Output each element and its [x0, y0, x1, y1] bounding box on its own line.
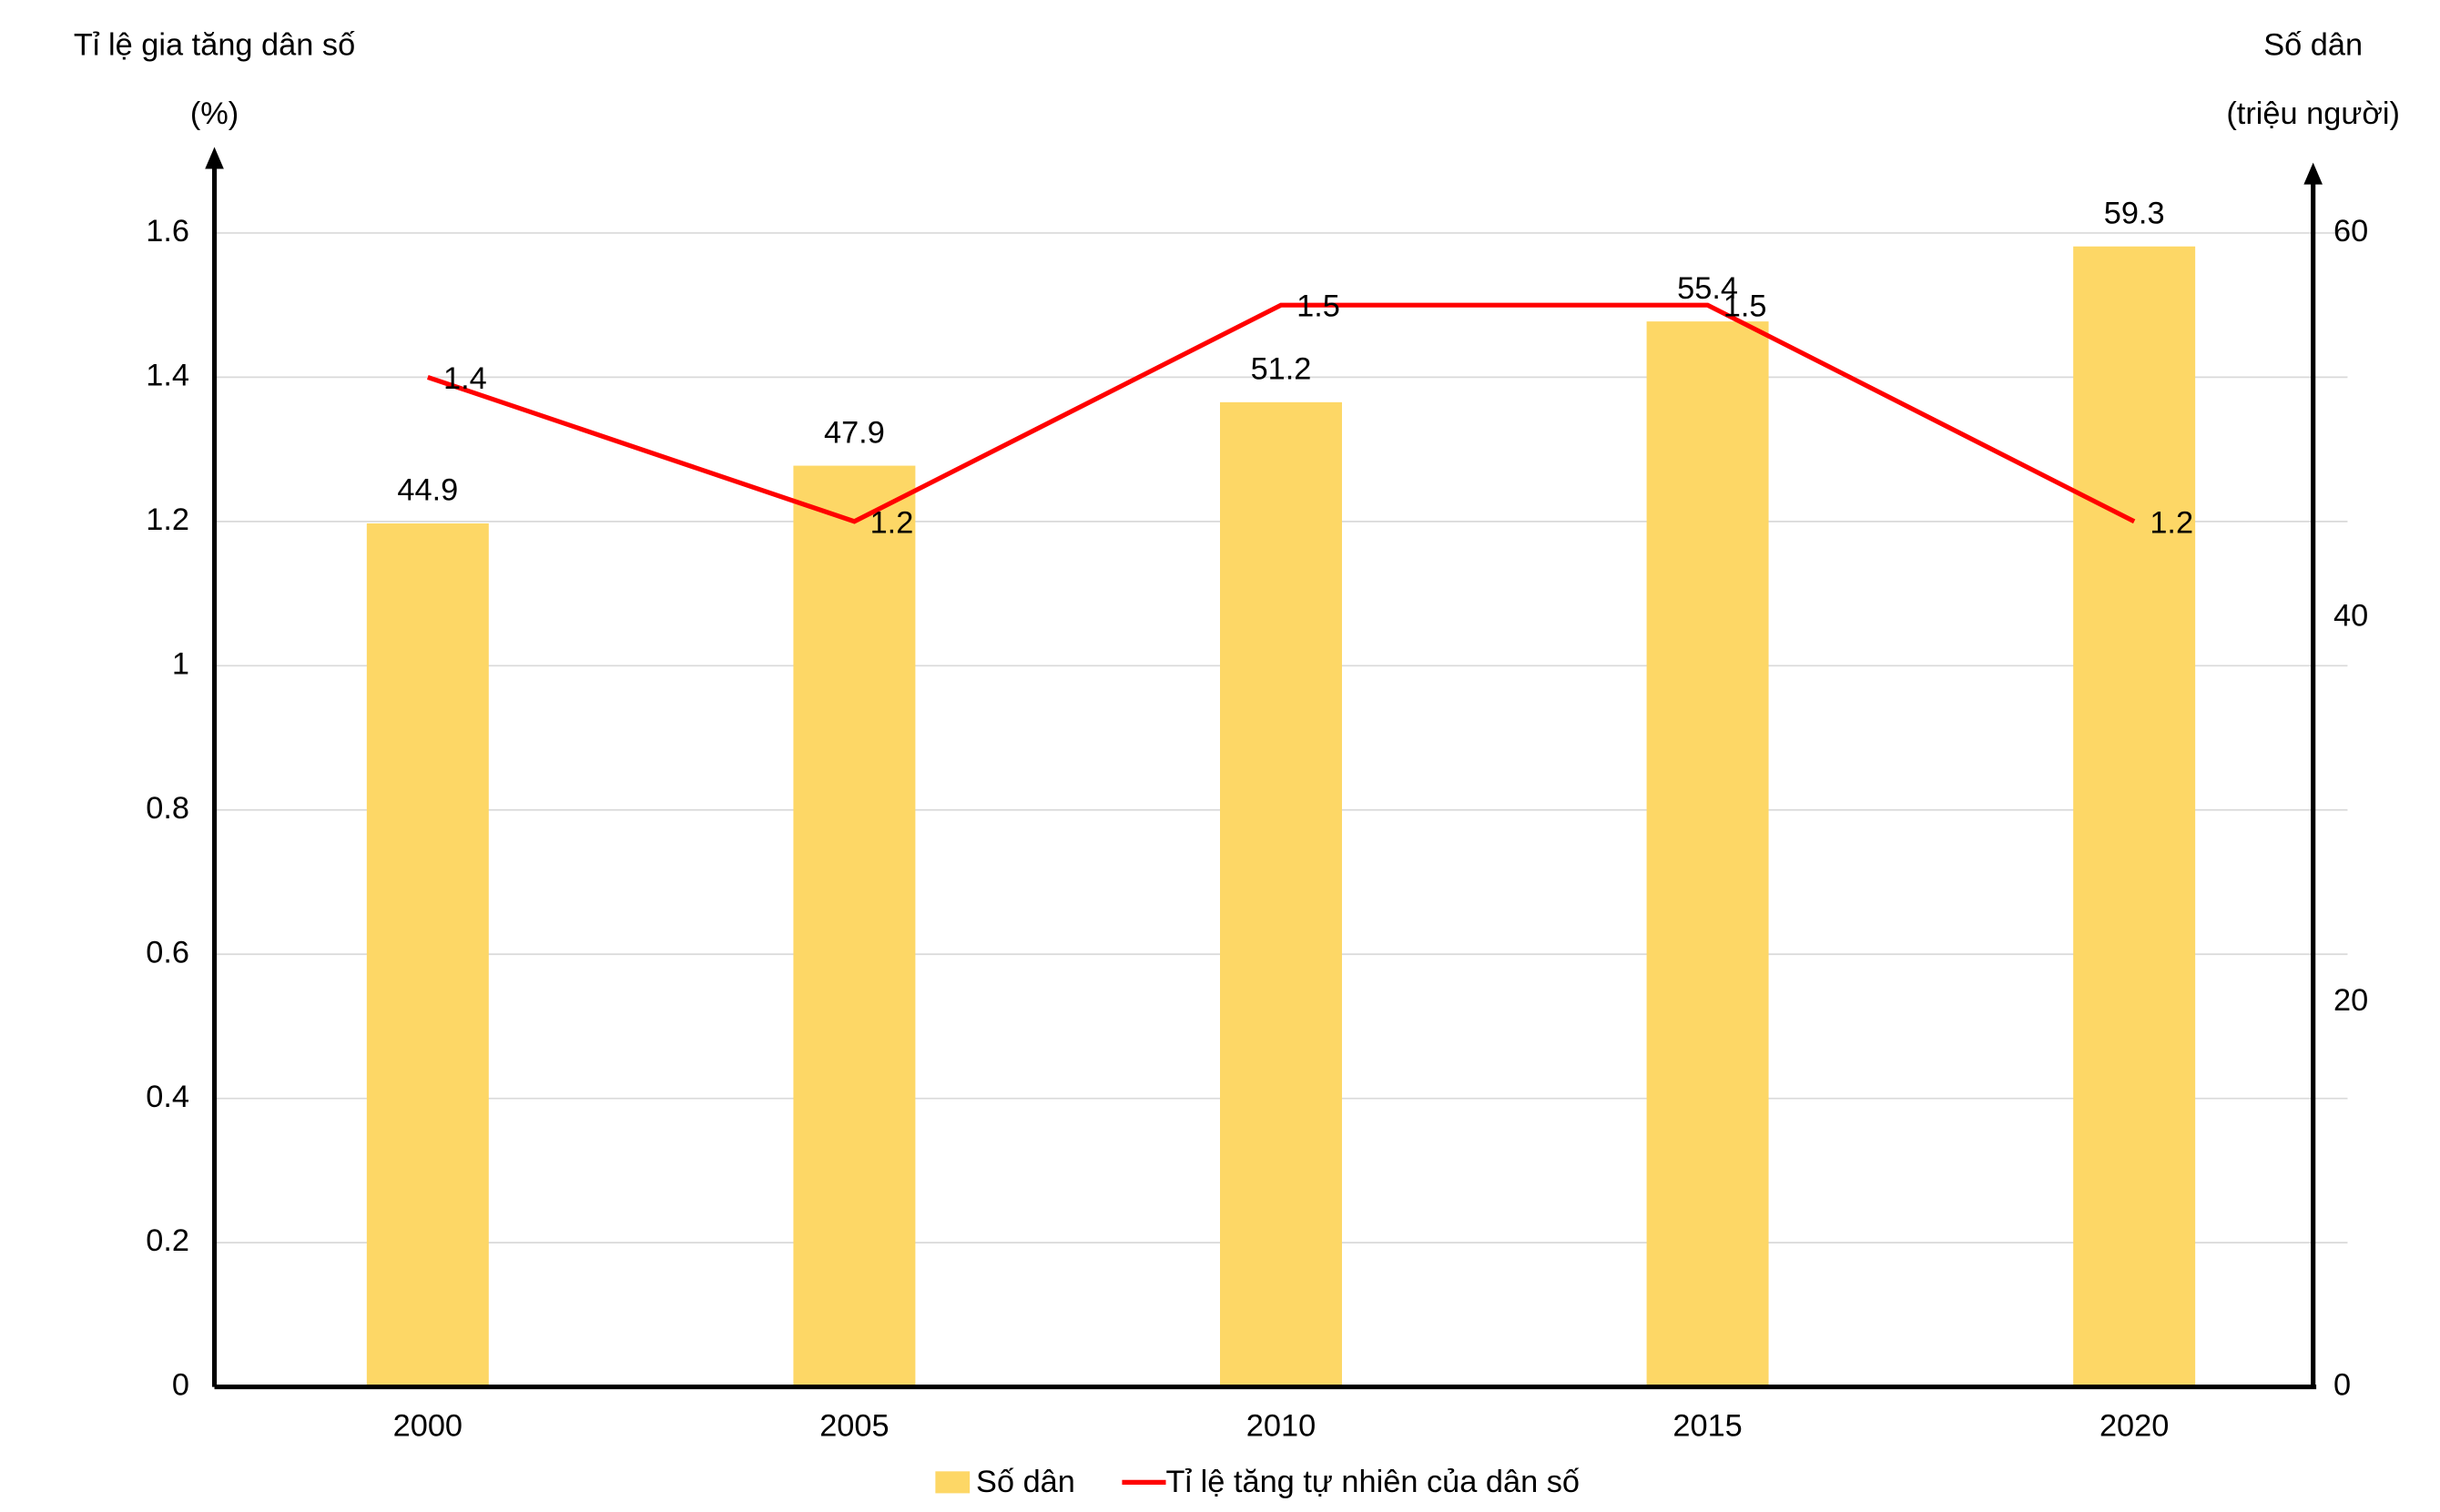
y-tick-label: 1.6: [146, 214, 189, 249]
data-label: 1.5: [1723, 289, 1767, 324]
data-label: 51.2: [1251, 352, 1312, 387]
y2-tick-label: 20: [2333, 983, 2368, 1018]
y2-axis-arrow: [2303, 162, 2323, 185]
y-tick-label: 0.4: [146, 1080, 189, 1114]
y-tick-label: 0.2: [146, 1223, 189, 1258]
x-tick-label: 2015: [1672, 1408, 1742, 1443]
data-label: 1.4: [443, 361, 487, 396]
y2-axis-unit: (triệu người): [2226, 96, 2400, 131]
bar: [793, 465, 916, 1387]
line: [426, 302, 2136, 524]
y-axis-unit: (%): [190, 96, 239, 131]
plot: [366, 246, 2196, 1387]
x-tick-label: 2000: [393, 1408, 463, 1443]
data-label: 47.9: [824, 415, 885, 450]
data-label: 55.4: [1677, 271, 1738, 306]
bar: [1646, 321, 1769, 1387]
y-tick-label: 1.4: [146, 358, 189, 392]
data-label: 59.3: [2104, 196, 2165, 230]
y-tick-label: 0.6: [146, 935, 189, 969]
bar: [366, 523, 489, 1387]
y-tick-label: 0: [172, 1368, 189, 1403]
x-tick-label: 2010: [1246, 1408, 1316, 1443]
data-label: 1.2: [2150, 505, 2193, 540]
bar: [2073, 246, 2196, 1387]
y-axis-arrow: [205, 147, 224, 169]
data-label: 44.9: [397, 473, 458, 508]
y-axis-title: Tỉ lệ gia tăng dân số: [74, 28, 355, 63]
labels: 0 0.2 0.4 0.6 0.8 1 1.2 1.4 1.6 0 20 40 60 2000 2005 20…: [146, 196, 2368, 1499]
legend-label: Số dân: [976, 1465, 1075, 1499]
x-tick-label: 2020: [2099, 1408, 2169, 1443]
legend-label: Tỉ lệ tăng tự nhiên của dân số: [1166, 1465, 1581, 1499]
y-tick-label: 1.2: [146, 502, 189, 537]
y-tick-label: 0.8: [146, 791, 189, 826]
y2-tick-label: 40: [2333, 599, 2368, 634]
bar: [1220, 401, 1342, 1387]
y2-tick-label: 0: [2333, 1368, 2351, 1403]
data-label: 1.2: [870, 505, 914, 540]
y2-tick-label: 60: [2333, 214, 2368, 249]
x-tick-label: 2005: [819, 1408, 889, 1443]
y-tick-label: 1: [172, 646, 189, 681]
legend-swatch: [935, 1471, 971, 1494]
y2-axis-title: Số dân: [2263, 28, 2363, 63]
data-label: 1.5: [1296, 289, 1340, 324]
